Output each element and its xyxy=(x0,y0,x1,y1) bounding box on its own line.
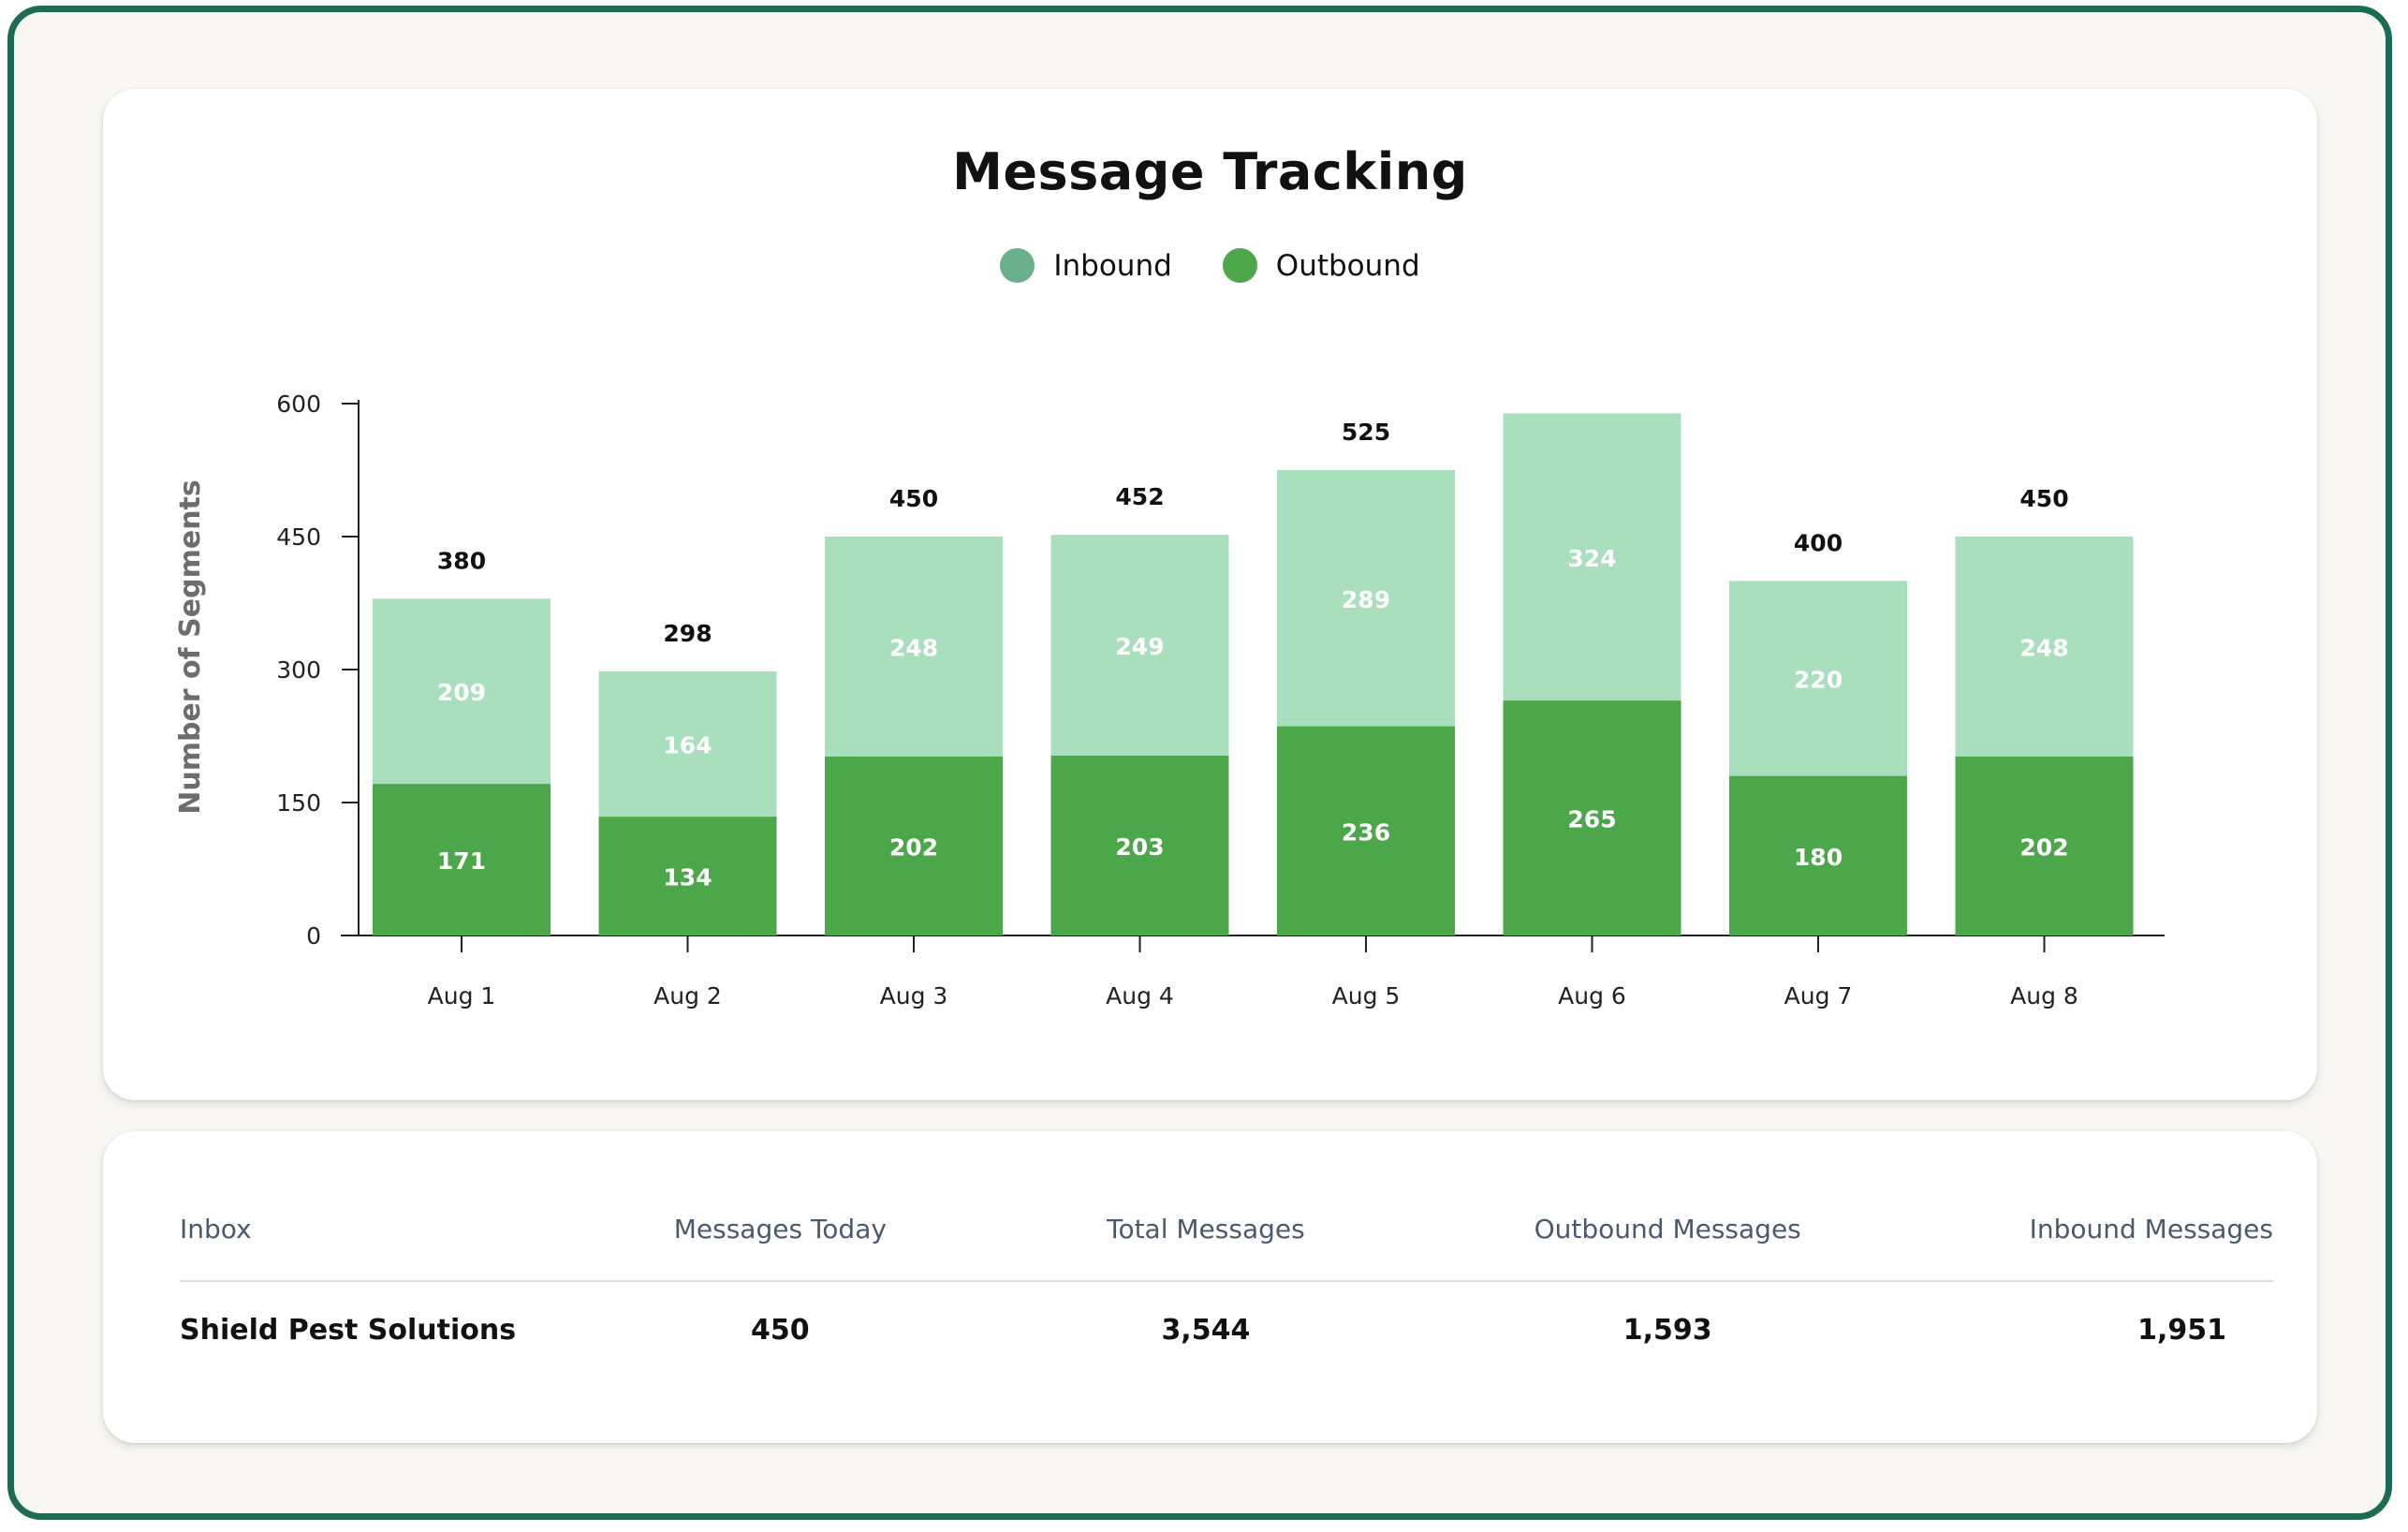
data-label-total: 400 xyxy=(1794,529,1843,556)
data-label-outbound: 180 xyxy=(1794,844,1843,871)
data-label-total: 452 xyxy=(1115,483,1164,510)
data-label-inbound: 248 xyxy=(2019,634,2068,661)
x-tick-label: Aug 5 xyxy=(1332,982,1401,1009)
bar-inbound xyxy=(1503,413,1681,701)
column-header-inbox[interactable]: Inbox xyxy=(180,1206,575,1282)
bar-inbound xyxy=(373,598,551,785)
bar-inbound xyxy=(1729,581,1907,776)
bar-outbound xyxy=(373,784,551,935)
y-tick-label: 450 xyxy=(276,523,321,551)
table-header-row: Inbox Messages Today Total Messages Outb… xyxy=(180,1206,2273,1282)
column-header-total-messages[interactable]: Total Messages xyxy=(986,1206,1426,1282)
x-tick-label: Aug 8 xyxy=(2010,982,2078,1009)
data-label-inbound: 249 xyxy=(1115,633,1164,660)
bar-outbound xyxy=(1955,756,2134,935)
data-label-outbound: 202 xyxy=(2019,833,2068,861)
inbound-messages-cell: 1,951 xyxy=(2137,1314,2226,1347)
inbox-name-cell: Shield Pest Solutions xyxy=(180,1314,517,1347)
data-label-total: 298 xyxy=(663,620,712,647)
legend-label: Outbound xyxy=(1275,248,1420,283)
bar-inbound xyxy=(598,670,777,818)
bar-outbound xyxy=(1277,726,1455,935)
data-label-total: 380 xyxy=(437,547,486,574)
legend-label: Inbound xyxy=(1053,248,1172,283)
inbox-stats-table: Inbox Messages Today Total Messages Outb… xyxy=(180,1206,2273,1347)
app-frame: Message Tracking Inbound Outbound 0 150 30… xyxy=(7,6,2392,1520)
y-tick-label: 0 xyxy=(306,922,321,950)
x-tick-label: Aug 7 xyxy=(1784,982,1853,1009)
bar-outbound xyxy=(598,817,777,935)
data-label-outbound: 236 xyxy=(1342,818,1390,846)
data-label-inbound: 248 xyxy=(889,634,938,661)
bar-outbound xyxy=(1503,700,1681,935)
data-label-total: 450 xyxy=(889,485,938,512)
data-label-outbound: 171 xyxy=(437,847,486,875)
legend-item-outbound[interactable]: Outbound xyxy=(1222,248,1420,283)
data-label-outbound: 265 xyxy=(1567,806,1616,833)
bar-outbound xyxy=(825,756,1003,935)
column-header-inbound-messages[interactable]: Inbound Messages xyxy=(1909,1206,2273,1282)
legend-item-inbound[interactable]: Inbound xyxy=(1000,248,1172,283)
data-label-inbound: 209 xyxy=(437,679,486,706)
chart-title: Message Tracking xyxy=(952,142,1468,201)
data-label-outbound: 203 xyxy=(1115,833,1164,861)
data-label-outbound: 134 xyxy=(663,864,712,891)
bar-inbound xyxy=(1050,535,1229,756)
messages-today-cell: 450 xyxy=(751,1314,810,1347)
total-messages-cell: 3,544 xyxy=(1161,1314,1251,1347)
data-label-inbound: 289 xyxy=(1342,586,1390,613)
bar-outbound xyxy=(1050,755,1229,935)
column-header-outbound-messages[interactable]: Outbound Messages xyxy=(1425,1206,1910,1282)
data-label-inbound: 164 xyxy=(663,732,712,759)
bar-inbound xyxy=(1277,470,1455,727)
y-axis-title: Number of Segments xyxy=(174,479,207,814)
x-tick-label: Aug 2 xyxy=(653,982,722,1009)
y-tick-label: 300 xyxy=(276,656,321,684)
chart-card: Message Tracking Inbound Outbound 0 150 30… xyxy=(103,89,2317,1100)
x-tick-label: Aug 3 xyxy=(880,982,948,1009)
chart-legend: Inbound Outbound xyxy=(103,248,2317,283)
data-label-outbound: 202 xyxy=(889,833,938,861)
data-label-inbound: 220 xyxy=(1794,666,1843,693)
legend-dot-icon xyxy=(1000,248,1035,283)
bar-inbound xyxy=(1955,537,2134,757)
column-header-messages-today[interactable]: Messages Today xyxy=(574,1206,987,1282)
legend-dot-icon xyxy=(1222,248,1257,283)
data-label-inbound: 324 xyxy=(1567,545,1616,572)
x-tick-label: Aug 4 xyxy=(1106,982,1174,1009)
x-tick-label: Aug 1 xyxy=(428,982,496,1009)
bar-outbound xyxy=(1729,775,1907,935)
outbound-messages-cell: 1,593 xyxy=(1622,1314,1712,1347)
stacked-bar-chart: 0 150 300 450 600 Number of Segments 171 209 380… xyxy=(174,390,2165,1009)
inbox-stats-card: Inbox Messages Today Total Messages Outb… xyxy=(103,1131,2317,1443)
data-label-total: 450 xyxy=(2019,485,2068,512)
data-label-total: 525 xyxy=(1342,419,1390,446)
y-tick-label: 600 xyxy=(276,390,321,418)
bar-inbound xyxy=(825,537,1003,757)
table-row[interactable]: Shield Pest Solutions 450 3,544 1,593 1,… xyxy=(180,1281,2273,1347)
y-tick-label: 150 xyxy=(276,789,321,817)
x-tick-label: Aug 6 xyxy=(1558,982,1626,1009)
